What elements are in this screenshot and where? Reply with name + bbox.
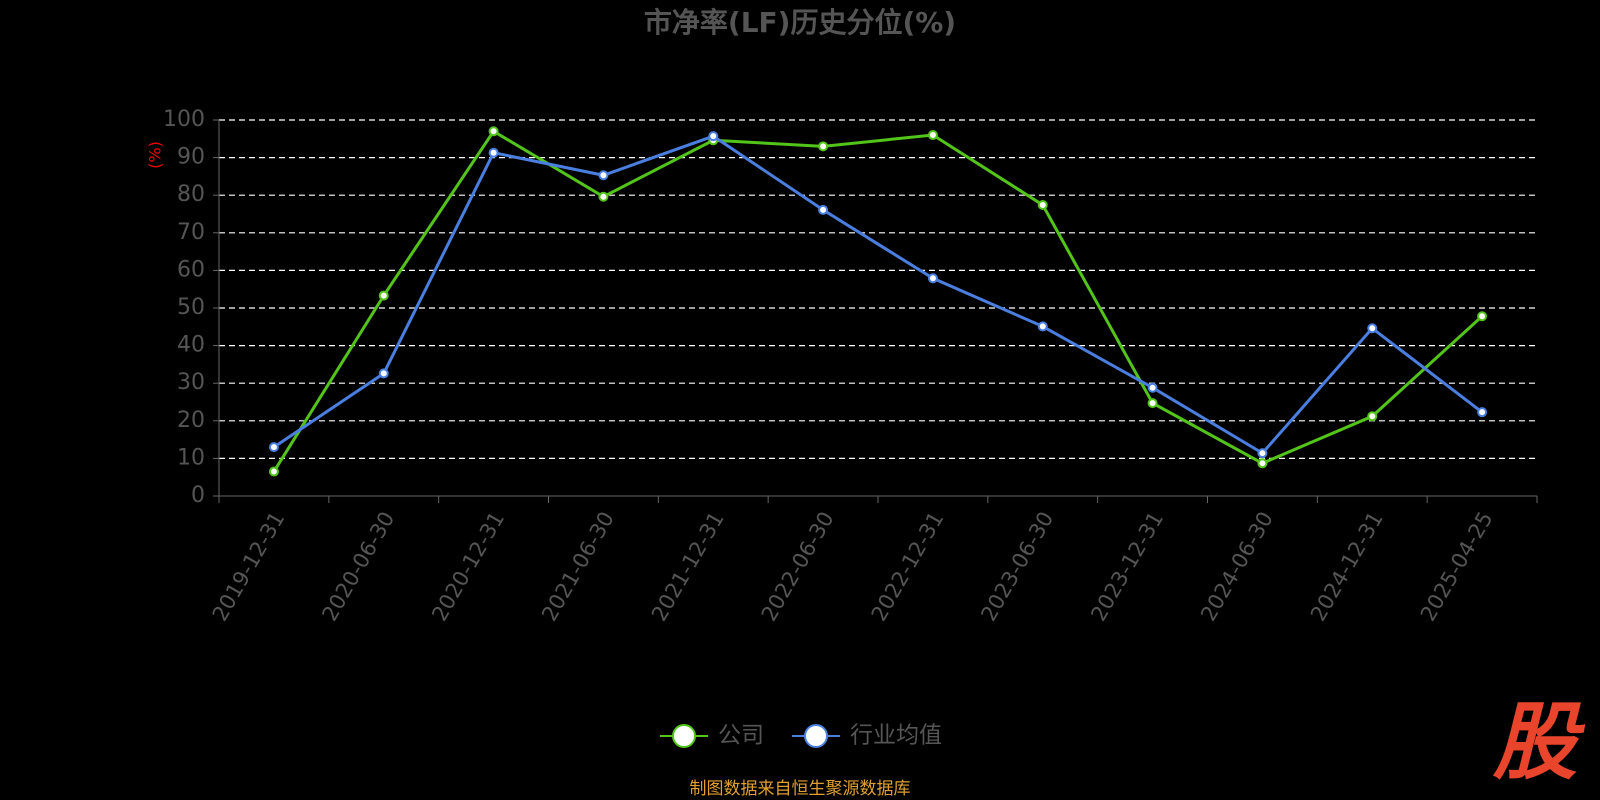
data-point: [378, 290, 389, 301]
data-point: [818, 141, 829, 152]
data-point: [378, 368, 389, 379]
y-tick-label: 60: [177, 257, 205, 282]
data-point: [1147, 398, 1158, 409]
watermark: 股: [1492, 693, 1586, 791]
y-tick-label: 80: [177, 182, 205, 207]
y-tick-label: 30: [177, 370, 205, 395]
legend-label: 行业均值: [850, 723, 942, 749]
y-tick-label: 20: [177, 408, 205, 433]
data-point: [598, 191, 609, 202]
y-tick-label: 10: [177, 445, 205, 470]
legend-marker: [804, 724, 828, 748]
data-point: [1147, 382, 1158, 393]
legend-label: 公司: [718, 723, 764, 749]
data-point: [818, 204, 829, 215]
y-tick-label: 50: [177, 295, 205, 320]
y-axis-label: (%): [146, 141, 165, 169]
y-tick-label: 90: [177, 145, 205, 170]
data-point: [488, 147, 499, 158]
y-tick-label: 100: [163, 107, 205, 132]
data-point: [1367, 411, 1378, 422]
data-point: [598, 170, 609, 181]
chart-title: 市净率(LF)历史分位(%): [644, 6, 956, 39]
data-point: [1477, 407, 1488, 418]
data-point: [1367, 323, 1378, 334]
series-line: [272, 129, 1484, 473]
source-note: 制图数据来自恒生聚源数据库: [690, 779, 911, 799]
data-point: [1257, 448, 1268, 459]
series-line: [273, 134, 1483, 456]
data-point: [1037, 199, 1048, 210]
data-point: [1477, 311, 1488, 322]
legend-marker: [672, 724, 696, 748]
data-point: [268, 442, 279, 453]
data-point: [268, 466, 279, 477]
y-tick-label: 70: [177, 220, 205, 245]
data-point: [488, 126, 499, 137]
data-point: [1257, 458, 1268, 469]
data-point: [708, 131, 719, 142]
y-tick-label: 0: [191, 483, 205, 508]
data-point: [927, 130, 938, 141]
data-point: [1037, 321, 1048, 332]
data-point: [927, 273, 938, 284]
y-tick-label: 40: [177, 333, 205, 358]
